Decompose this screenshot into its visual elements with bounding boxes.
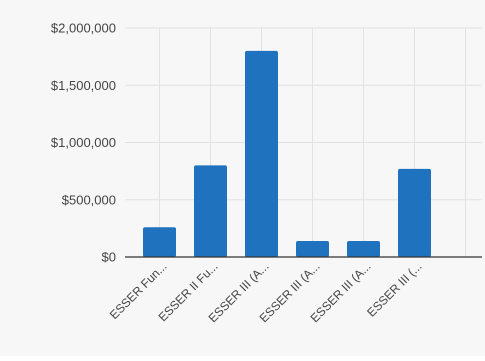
x-tick-labels: ESSER Fun...ESSER II Fu...ESSER III (A..… bbox=[107, 259, 425, 325]
bar[interactable] bbox=[398, 168, 431, 257]
bar[interactable] bbox=[143, 227, 176, 257]
y-tick-label: $2,000,000 bbox=[51, 21, 116, 36]
bar[interactable] bbox=[194, 165, 227, 257]
bar[interactable] bbox=[245, 50, 278, 258]
y-tick-label: $1,000,000 bbox=[51, 135, 116, 150]
bar-series bbox=[143, 50, 431, 258]
bar[interactable] bbox=[296, 240, 329, 257]
y-tick-label: $500,000 bbox=[62, 192, 116, 207]
bar[interactable] bbox=[347, 240, 380, 257]
y-tick-label: $1,500,000 bbox=[51, 78, 116, 93]
y-tick-labels: $0 $500,000 $1,000,000 $1,500,000 $2,000,000 bbox=[51, 21, 116, 265]
x-tick-label: ESSER III (... bbox=[364, 259, 424, 319]
y-tick-label: $0 bbox=[102, 250, 116, 265]
